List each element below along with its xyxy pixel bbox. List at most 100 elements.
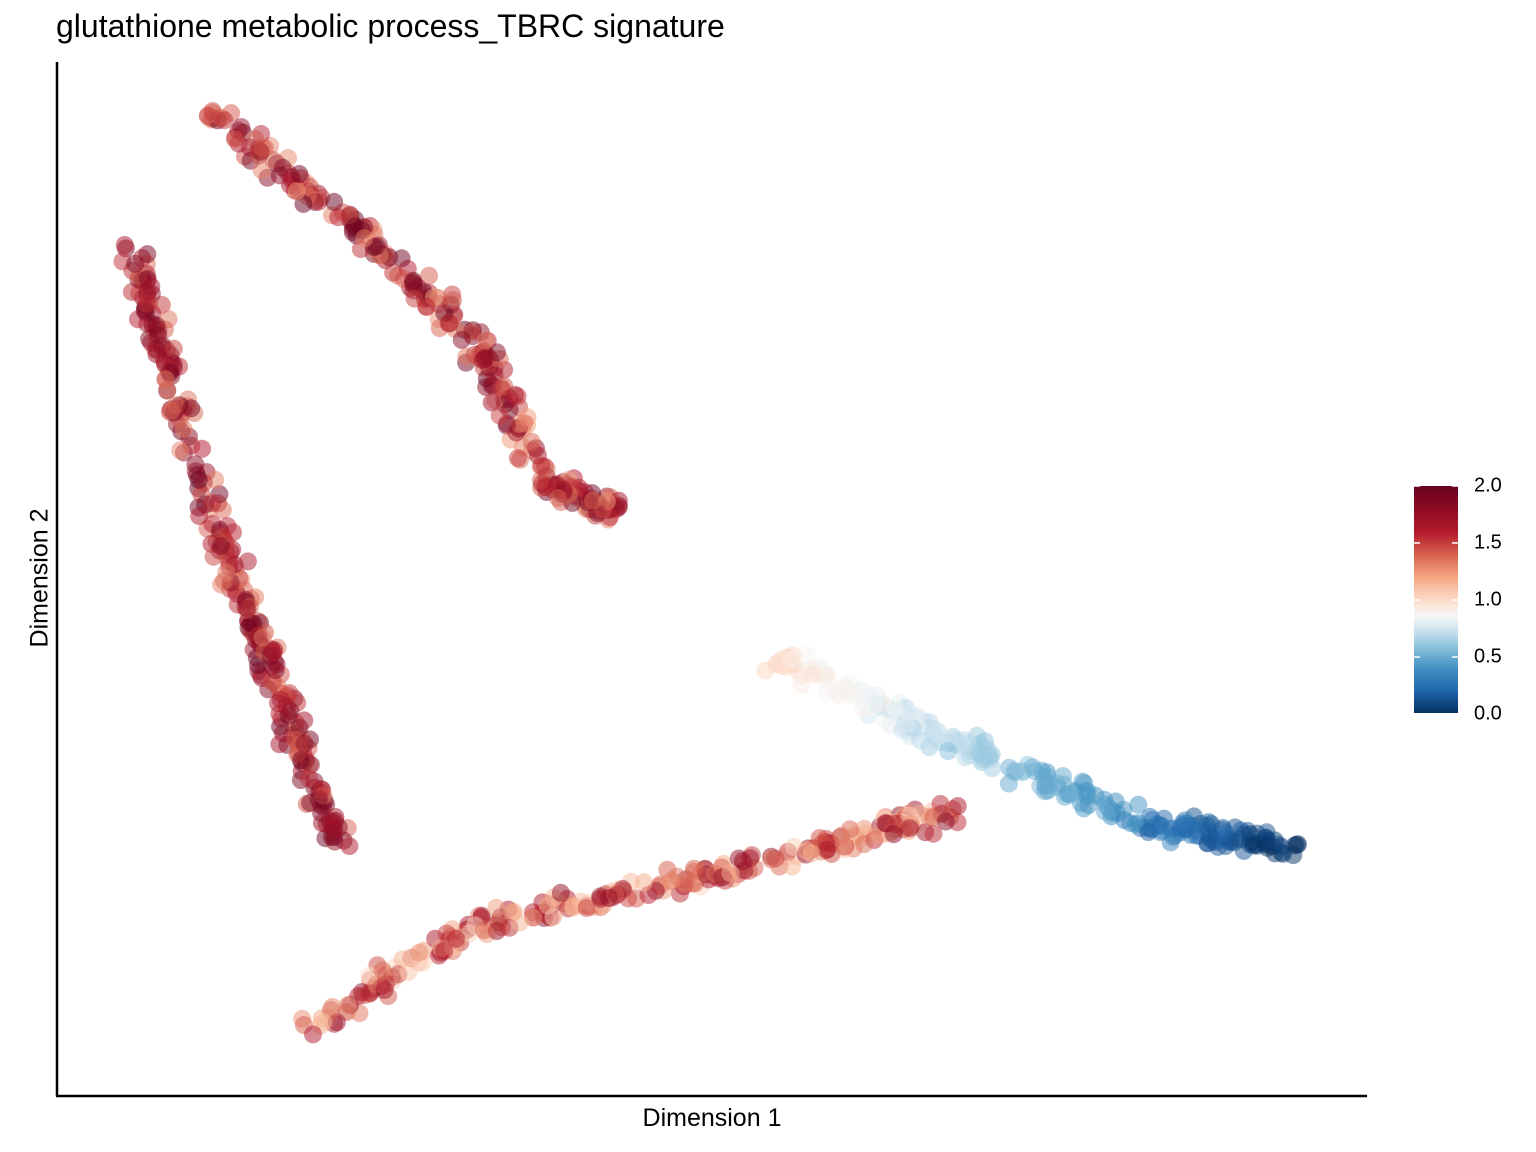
scatter-point <box>226 130 244 149</box>
scatter-point <box>295 711 314 730</box>
scatter-point <box>156 370 175 389</box>
scatter-point <box>323 998 342 1016</box>
x-axis-label: Dimension 1 <box>642 1104 782 1132</box>
scatter-point <box>948 797 967 816</box>
scatter-points <box>113 102 1307 1044</box>
scatter-point <box>885 698 904 717</box>
scatter-point <box>252 125 271 143</box>
scatter-point <box>600 889 619 907</box>
scatter-point <box>797 646 816 665</box>
scatter-point <box>756 661 775 680</box>
scatter-point <box>238 599 257 618</box>
scatter-point <box>313 780 332 799</box>
scatter-point <box>868 686 886 705</box>
scatter-point <box>410 943 428 962</box>
scatter-point <box>668 867 687 886</box>
scatter-point <box>198 107 217 125</box>
colorbar-tick-label: 0.5 <box>1474 645 1502 668</box>
scatter-point <box>835 837 854 856</box>
scatter-point <box>780 650 799 669</box>
scatter-point <box>487 898 506 917</box>
scatter-point <box>435 942 454 961</box>
scatter-point <box>215 111 234 130</box>
scatter-point <box>115 236 134 254</box>
scatter-point <box>936 812 955 831</box>
scatter-point <box>1225 833 1244 852</box>
scatter-point <box>1023 758 1042 777</box>
colorbar <box>1414 486 1458 713</box>
scatter-point <box>287 182 306 201</box>
scatter-point <box>270 735 289 754</box>
scatter-point <box>522 432 541 451</box>
scatter-point <box>1129 795 1148 814</box>
scatter-point <box>164 339 183 358</box>
scatter-point <box>355 229 374 248</box>
scatter-point <box>291 751 310 770</box>
scatter-point <box>783 857 801 876</box>
scatter-point <box>939 742 958 761</box>
scatter-point <box>594 500 613 519</box>
scatter-point <box>162 401 181 420</box>
scatter-point <box>1074 799 1093 818</box>
scatter-point <box>384 263 403 282</box>
chart-title: glutathione metabolic process_TBRC signa… <box>56 8 725 44</box>
scatter-point <box>1177 820 1196 839</box>
scatter-point <box>817 841 836 859</box>
scatter-point <box>290 165 309 183</box>
scatter-point <box>138 283 157 302</box>
scatter-point <box>506 385 525 404</box>
scatter-point <box>511 913 529 932</box>
scatter-point <box>252 161 271 180</box>
scatter-point <box>203 494 222 513</box>
scatter-point <box>482 393 501 412</box>
scatter-point <box>440 314 459 333</box>
scatter-point <box>171 441 190 460</box>
scatter-point <box>399 963 418 981</box>
scatter-point <box>802 844 821 863</box>
scatter-point <box>147 316 166 335</box>
scatter-point <box>477 331 495 350</box>
scatter-point <box>974 749 993 768</box>
scatter-point <box>404 271 423 290</box>
scatter-point <box>264 643 282 662</box>
scatter-point <box>841 686 860 705</box>
scatter-point <box>721 864 740 883</box>
scatter-point <box>900 703 918 722</box>
scatter-point <box>182 399 201 418</box>
scatter-point <box>515 414 534 433</box>
scatter-point <box>277 697 296 716</box>
scatter-point <box>634 873 653 892</box>
scatter-point <box>325 192 344 211</box>
colorbar-tick-label: 1.0 <box>1474 588 1502 611</box>
scatter-point <box>447 929 465 948</box>
scatter-point <box>684 859 703 878</box>
scatter-point <box>952 734 971 753</box>
scatter-point <box>253 628 272 647</box>
scatter-point <box>460 924 479 943</box>
scatter-point <box>564 898 583 917</box>
scatter-point <box>549 489 567 507</box>
scatter-point <box>214 571 233 590</box>
scatter-point <box>138 245 157 264</box>
scatter-point <box>193 439 212 458</box>
scatter-point <box>1241 825 1260 844</box>
scatter-point <box>532 456 551 475</box>
scatter-point <box>1114 800 1133 819</box>
colorbar-tick-label: 0.0 <box>1474 702 1502 725</box>
scatter-point <box>1198 834 1217 853</box>
scatter-point <box>373 961 392 980</box>
scatter-point <box>250 146 269 165</box>
scatter-point <box>452 330 471 349</box>
scatter-point <box>1265 831 1284 850</box>
scatter-point <box>884 825 903 844</box>
scatter-point <box>126 254 145 273</box>
scatter-point <box>189 470 208 489</box>
scatter-point <box>304 1025 322 1044</box>
scatter-point <box>1036 776 1055 795</box>
scatter-point <box>224 523 242 542</box>
scatter-point <box>444 291 462 310</box>
scatter-point <box>551 883 570 902</box>
scatter-point <box>299 769 318 788</box>
scatter-point <box>536 478 555 496</box>
